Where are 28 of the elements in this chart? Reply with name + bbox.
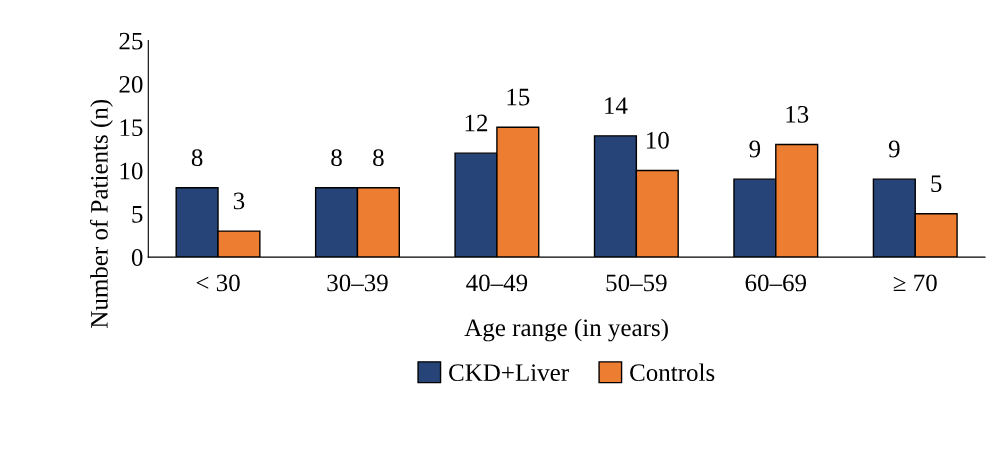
x-tick-label: ≥ 70 [893, 274, 937, 292]
data-label: 8 [331, 149, 342, 167]
data-label: 15 [507, 88, 530, 106]
x-tick-label: 60–69 [745, 274, 807, 292]
data-label: 13 [786, 105, 809, 123]
x-axis-title: Age range (in years) [464, 318, 668, 342]
y-tick-label: 0 [131, 249, 143, 266]
x-tick-label: 40–49 [466, 274, 528, 292]
data-label: 9 [888, 140, 900, 158]
y-tick-label: 5 [132, 206, 143, 223]
x-tick-label: 50–59 [606, 274, 667, 292]
x-tick-label: < 30 [196, 274, 240, 292]
data-label: 8 [191, 149, 203, 167]
data-label: 3 [233, 192, 245, 210]
legend-label: CKD+Liver [449, 364, 569, 382]
data-label: 9 [749, 140, 761, 158]
y-axis-title: Number of Patients (n) [89, 99, 113, 328]
data-label: 12 [465, 114, 488, 132]
y-tick-label: 10 [120, 162, 143, 180]
data-label: 10 [646, 131, 669, 149]
y-tick-label: 20 [119, 75, 143, 93]
y-tick-label: 25 [119, 32, 143, 50]
y-tick-label: 15 [120, 119, 143, 137]
data-label: 14 [605, 97, 628, 114]
legend-label: Controls [630, 363, 715, 382]
data-label: 8 [373, 149, 384, 167]
data-label: 5 [931, 175, 942, 193]
x-tick-label: 30–39 [327, 274, 388, 292]
